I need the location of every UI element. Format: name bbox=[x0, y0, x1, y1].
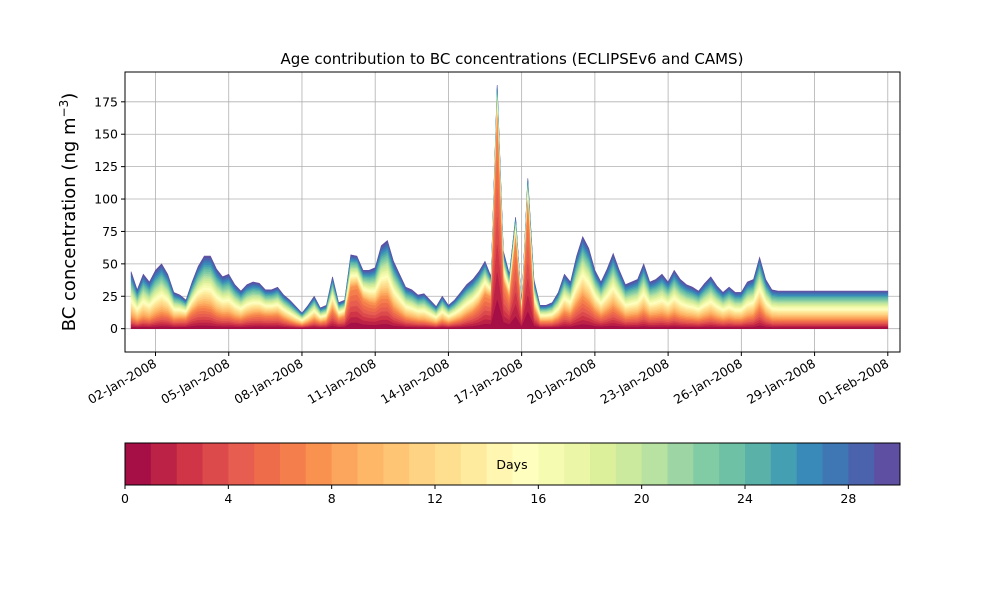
x-tick-label: 11-Jan-2008 bbox=[305, 356, 379, 407]
y-tick-label: 50 bbox=[102, 256, 118, 271]
colorbar-swatch-day-14 bbox=[486, 443, 513, 485]
colorbar-swatch-day-26 bbox=[796, 443, 823, 485]
colorbar-swatch-day-18 bbox=[590, 443, 617, 485]
x-tick-label: 26-Jan-2008 bbox=[671, 356, 745, 407]
y-axis-label: BC concentration (ng m−3) bbox=[57, 93, 80, 332]
colorbar-tick-label: 0 bbox=[121, 491, 129, 506]
colorbar-swatch-day-13 bbox=[460, 443, 488, 485]
colorbar-swatch-day-3 bbox=[202, 443, 229, 485]
colorbar-tick-label: 24 bbox=[737, 491, 753, 506]
colorbar-swatch-day-15 bbox=[512, 443, 539, 485]
colorbar-swatch-day-6 bbox=[280, 443, 307, 485]
colorbar-swatch-day-20 bbox=[641, 443, 668, 485]
colorbar-tick-label: 20 bbox=[634, 491, 650, 506]
x-tick-label: 05-Jan-2008 bbox=[158, 356, 232, 407]
colorbar-swatch-day-4 bbox=[228, 443, 255, 485]
x-tick-label: 17-Jan-2008 bbox=[451, 356, 525, 407]
colorbar-swatch-day-25 bbox=[770, 443, 798, 485]
age-bands bbox=[130, 84, 889, 330]
y-axis-label-exponent: −3 bbox=[57, 100, 71, 118]
colorbar-swatch-day-0 bbox=[125, 443, 152, 485]
colorbar-ticks: 0 4 8 12 16 20 24 28 bbox=[121, 485, 856, 506]
colorbar-swatch-day-7 bbox=[305, 443, 333, 485]
x-axis-ticks: 02-Jan-2008 05-Jan-2008 08-Jan-2008 11-Jan-… bbox=[85, 352, 891, 408]
colorbar-swatch-day-17 bbox=[564, 443, 591, 485]
colorbar-tick-label: 4 bbox=[224, 491, 232, 506]
colorbar-swatch-day-29 bbox=[874, 443, 901, 485]
y-axis-ticks: 0 25 50 75 100 125 150 175 bbox=[94, 94, 125, 336]
colorbar-swatch-day-10 bbox=[383, 443, 410, 485]
y-tick-label: 0 bbox=[110, 321, 118, 336]
colorbar-tick-label: 8 bbox=[328, 491, 336, 506]
colorbar bbox=[125, 443, 901, 485]
colorbar-swatch-day-22 bbox=[693, 443, 720, 485]
colorbar-swatch-day-11 bbox=[409, 443, 436, 485]
x-tick-label: 20-Jan-2008 bbox=[524, 356, 598, 407]
x-tick-label: 02-Jan-2008 bbox=[85, 356, 159, 407]
colorbar-swatch-day-19 bbox=[615, 443, 643, 485]
x-tick-label: 08-Jan-2008 bbox=[232, 356, 306, 407]
age-band-day-0 bbox=[130, 299, 889, 330]
colorbar-swatch-day-28 bbox=[848, 443, 875, 485]
x-tick-label: 14-Jan-2008 bbox=[378, 356, 452, 407]
colorbar-swatch-day-8 bbox=[331, 443, 358, 485]
colorbar-label: Days bbox=[496, 457, 527, 472]
y-tick-label: 125 bbox=[94, 159, 118, 174]
colorbar-tick-label: 12 bbox=[427, 491, 443, 506]
chart-title: Age contribution to BC concentrations (E… bbox=[281, 50, 744, 68]
y-tick-label: 175 bbox=[94, 94, 118, 109]
y-tick-label: 25 bbox=[102, 289, 118, 304]
colorbar-swatch-day-5 bbox=[254, 443, 281, 485]
colorbar-swatch-day-21 bbox=[667, 443, 694, 485]
colorbar-swatch-day-1 bbox=[150, 443, 178, 485]
colorbar-swatch-day-24 bbox=[745, 443, 772, 485]
colorbar-tick-label: 16 bbox=[530, 491, 546, 506]
x-tick-label: 29-Jan-2008 bbox=[744, 356, 818, 407]
y-tick-label: 100 bbox=[94, 192, 118, 207]
colorbar-swatch-day-27 bbox=[822, 443, 849, 485]
colorbar-swatch-day-12 bbox=[435, 443, 462, 485]
y-tick-label: 75 bbox=[102, 224, 118, 239]
x-tick-label: 01-Feb-2008 bbox=[815, 356, 891, 408]
colorbar-tick-label: 28 bbox=[840, 491, 856, 506]
colorbar-swatch-day-9 bbox=[357, 443, 384, 485]
colorbar-frame bbox=[124, 442, 901, 486]
y-tick-label: 150 bbox=[94, 127, 118, 142]
colorbar-swatch-day-16 bbox=[538, 443, 565, 485]
plot-frame bbox=[124, 71, 901, 353]
colorbar-swatch-day-23 bbox=[719, 443, 746, 485]
colorbar-swatch-day-2 bbox=[176, 443, 203, 485]
x-tick-label: 23-Jan-2008 bbox=[598, 356, 672, 407]
